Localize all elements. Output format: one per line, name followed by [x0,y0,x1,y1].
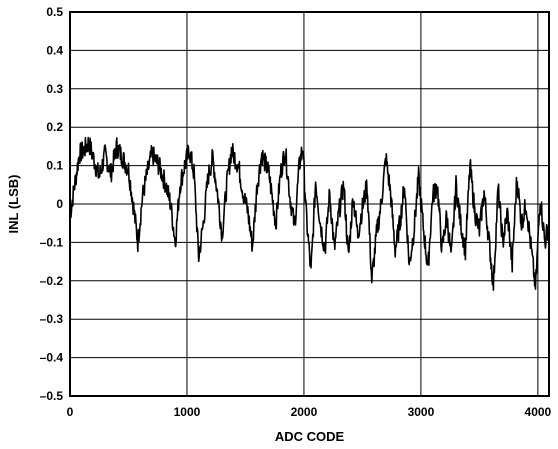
y-tick-label-10: –0.5 [40,389,64,403]
x-tick-label-1: 1000 [174,405,201,419]
plot-frame [69,11,550,397]
y-tick-label-8: –0.3 [40,312,64,326]
y-axis-label: INL (LSB) [6,175,21,234]
inl-series-line [69,136,550,291]
y-tick-label-6: –0.1 [40,235,64,249]
y-tick-label-3: 0.2 [46,120,63,134]
x-tick-label-0: 0 [67,405,74,419]
x-tick-label-3: 3000 [408,405,435,419]
y-tick-label-2: 0.3 [46,82,63,96]
y-tick-label-4: 0.1 [46,159,63,173]
x-tick-label-2: 2000 [291,405,318,419]
y-tick-label-1: 0.4 [46,43,63,57]
y-tick-label-7: –0.2 [40,274,64,288]
y-tick-label-0: 0.5 [46,5,63,19]
y-tick-labels: 0.5 0.4 0.3 0.2 0.1 0 –0.1 –0.2 –0.3 –0.4 –0.5 [40,5,64,403]
x-tick-labels: 0 1000 2000 3000 4000 [67,405,552,419]
x-axis-label: ADC CODE [275,429,345,444]
x-tick-label-4: 4000 [525,405,552,419]
y-tick-label-9: –0.4 [40,351,64,365]
series-layer [69,136,550,291]
y-tick-label-5: 0 [56,197,63,211]
